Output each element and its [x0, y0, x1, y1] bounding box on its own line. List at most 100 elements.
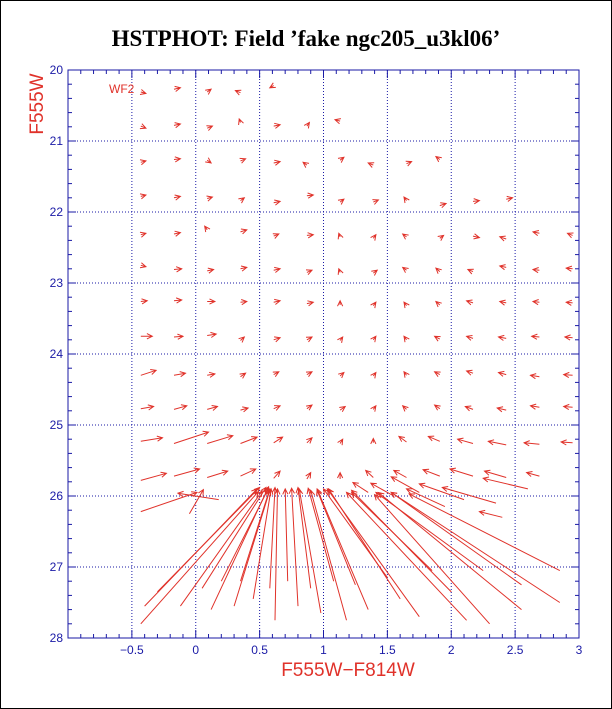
vector-arrow: [498, 235, 507, 242]
vector-arrow: [377, 491, 522, 610]
vector-arrow: [207, 267, 215, 274]
vector-arrow: [272, 371, 280, 377]
vector-arrow: [139, 262, 148, 269]
vector-arrow: [333, 118, 341, 125]
vector-arrow: [506, 195, 514, 202]
vector-arrow: [273, 199, 282, 206]
vector-arrow: [176, 490, 219, 501]
vector-arrow: [465, 369, 474, 376]
vector-arrow: [418, 482, 465, 501]
vector-arrow: [339, 405, 347, 413]
vector-arrow: [525, 471, 540, 477]
vector-arrow: [370, 301, 377, 309]
vector-arrow: [351, 481, 369, 493]
vector-arrow: [273, 159, 282, 166]
vector-arrow: [466, 268, 474, 275]
y-tick-label: 23: [50, 276, 64, 290]
vector-arrow: [478, 509, 503, 518]
x-tick-label: 0.5: [251, 643, 268, 657]
x-tick-label: 2: [448, 643, 455, 657]
vector-arrow: [397, 435, 407, 443]
vector-arrow: [240, 436, 259, 444]
y-tick-label: 22: [50, 205, 64, 219]
vector-arrow: [392, 469, 407, 478]
vector-arrow: [173, 266, 183, 273]
x-tick-label: 1.5: [379, 643, 396, 657]
vector-arrow: [401, 405, 409, 412]
vector-arrow: [337, 156, 345, 163]
vector-arrow: [173, 404, 188, 411]
vector-arrow: [498, 299, 507, 306]
vector-arrow: [337, 438, 344, 446]
vector-arrow: [337, 232, 344, 240]
vector-arrow: [562, 403, 573, 411]
vector-arrow: [303, 121, 311, 129]
vector-arrow: [306, 404, 313, 411]
vector-arrow: [305, 371, 314, 377]
vector-arrow: [405, 160, 413, 167]
vector-arrow: [295, 486, 312, 589]
vector-arrow: [207, 331, 218, 338]
vector-arrow: [437, 234, 445, 241]
x-axis-title: F555W−F814W: [281, 660, 415, 681]
y-tick-label: 28: [50, 631, 64, 645]
y-tick-label: 25: [50, 418, 64, 432]
vector-arrow: [337, 267, 344, 275]
vector-arrow: [238, 197, 246, 204]
vector-arrow: [472, 233, 481, 240]
vector-arrow: [427, 435, 440, 442]
vector-field: [139, 82, 574, 625]
vector-arrow: [563, 334, 573, 341]
x-tick-label: 0: [192, 643, 199, 657]
vector-arrow: [390, 476, 420, 493]
vector-arrow: [372, 199, 380, 205]
x-tick-label: 2.5: [507, 643, 524, 657]
vector-arrow: [282, 487, 289, 582]
vector-arrow: [531, 299, 540, 306]
vector-arrow: [465, 335, 474, 341]
y-tick-label: 26: [50, 489, 64, 503]
vector-arrow: [273, 436, 284, 444]
vector-arrow: [206, 195, 214, 202]
vector-arrow: [433, 404, 441, 411]
vector-arrow: [403, 335, 410, 343]
vector-arrow: [240, 228, 248, 235]
vector-arrow: [240, 299, 248, 306]
vector-arrow: [239, 372, 247, 379]
panel-label: WF2: [109, 82, 135, 96]
vector-arrow: [173, 156, 182, 163]
vector-arrow: [441, 486, 497, 504]
vector-arrow: [370, 335, 377, 343]
vector-arrow: [305, 269, 314, 276]
vector-arrow: [369, 482, 395, 497]
vector-arrow: [401, 233, 409, 240]
vector-arrow: [337, 299, 344, 307]
vector-arrow: [306, 300, 315, 307]
vector-arrow: [408, 493, 561, 572]
vector-arrow: [497, 334, 507, 341]
vector-arrow: [498, 264, 507, 271]
vector-arrow: [530, 333, 540, 340]
vector-arrow: [403, 196, 410, 204]
vector-arrow: [207, 405, 219, 411]
vector-arrow: [337, 198, 345, 205]
y-axis-title: F555W: [27, 73, 48, 134]
y-tick-label: 24: [50, 347, 64, 361]
vector-arrow: [306, 192, 315, 199]
vector-arrow: [435, 300, 442, 308]
vector-arrow: [139, 231, 147, 238]
vector-arrow: [140, 333, 154, 340]
vector-arrow: [139, 89, 148, 95]
vector-arrow: [173, 297, 183, 304]
vector-arrow: [188, 488, 204, 515]
vector-arrow: [497, 370, 507, 377]
vector-arrow: [206, 125, 214, 131]
vector-arrow: [240, 265, 248, 272]
vector-arrow: [139, 159, 148, 166]
vector-arrow: [273, 122, 282, 129]
vector-arrow: [201, 486, 267, 589]
vector-arrow: [273, 405, 282, 411]
vector-arrow: [482, 476, 529, 490]
vector-arrow: [207, 469, 229, 478]
x-tick-label: 3: [576, 643, 583, 657]
